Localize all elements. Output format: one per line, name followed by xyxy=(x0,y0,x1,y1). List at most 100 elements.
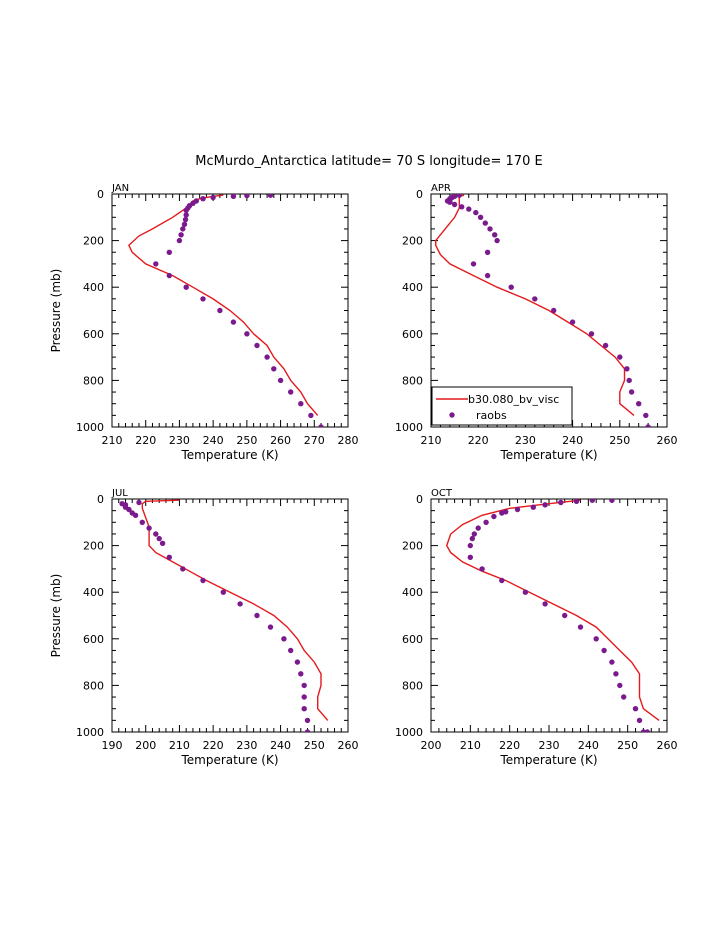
jul-raob-point xyxy=(288,647,294,654)
oct-raob-point xyxy=(471,531,477,537)
oct-raob-point xyxy=(593,636,599,642)
oct-raob-point xyxy=(469,535,475,542)
jul-panel-label: JUL xyxy=(111,488,128,499)
apr-raob-point xyxy=(482,220,488,226)
oct-raob-point xyxy=(577,624,584,630)
apr-x-tick-label: 260 xyxy=(657,434,678,447)
jan-raob-point xyxy=(181,221,188,227)
apr-raob-point xyxy=(466,206,472,212)
jul-y-tick-label: 200 xyxy=(83,540,104,553)
jan-model-line xyxy=(128,194,319,416)
oct-y-tick-label: 800 xyxy=(402,679,423,692)
oct-raob-point xyxy=(562,612,568,619)
jul-x-tick-label: 250 xyxy=(304,739,325,752)
legend-box xyxy=(431,386,573,426)
jul-x-axis-label: Temperature (K) xyxy=(180,753,278,767)
apr-raob-point xyxy=(532,296,538,302)
apr-raob-point xyxy=(508,284,514,290)
apr-raob-point xyxy=(645,424,651,427)
jan-x-tick-label: 270 xyxy=(304,434,325,447)
oct-x-tick-label: 210 xyxy=(460,739,481,752)
oct-raob-point xyxy=(542,502,548,508)
jan-raob-point xyxy=(166,249,172,255)
oct-raob-point xyxy=(542,601,548,607)
apr-raob-point xyxy=(626,377,632,384)
jul-panel: JUL 190 200 210 220 230 240 250 260 0 200 400 600 800… xyxy=(49,488,359,767)
oct-raob-point xyxy=(613,671,619,677)
jul-raob-point xyxy=(267,624,274,630)
legend-raob-marker xyxy=(449,412,455,418)
apr-y-tick-label: 800 xyxy=(402,374,423,387)
jan-x-tick-label: 230 xyxy=(169,434,190,447)
jul-y-tick-label: 400 xyxy=(83,586,104,599)
panels: JAN 210 220 230 240 250 260 270 280 0 200 400 600 800… xyxy=(49,183,678,767)
apr-raob-point xyxy=(624,366,630,372)
oct-raob-point xyxy=(573,499,580,504)
jul-raob-point xyxy=(254,612,260,619)
jan-raob-point xyxy=(230,194,237,199)
apr-raob-point xyxy=(477,214,484,220)
jan-x-tick-label: 260 xyxy=(270,434,291,447)
jan-raob-point xyxy=(182,216,189,223)
jul-raob-point xyxy=(180,566,186,572)
oct-y-tick-label: 200 xyxy=(402,540,423,553)
jan-raob-point xyxy=(210,194,216,201)
jan-raob-point xyxy=(288,389,294,395)
jan-y-tick-label: 1000 xyxy=(76,421,104,434)
jul-raob-point xyxy=(294,659,301,665)
apr-x-tick-label: 220 xyxy=(468,434,489,447)
apr-raob-point xyxy=(459,204,465,210)
apr-plot-area xyxy=(435,194,651,427)
apr-raob-point xyxy=(628,389,635,395)
apr-y-tick-label: 400 xyxy=(402,281,423,294)
apr-y-tick-label: 200 xyxy=(402,235,423,248)
jul-y-tick-label: 800 xyxy=(83,679,104,692)
oct-raob-point xyxy=(491,513,497,520)
apr-raob-point xyxy=(456,194,462,198)
apr-model-line xyxy=(435,194,635,416)
apr-raob-point xyxy=(569,319,576,325)
apr-y-tick-label: 600 xyxy=(402,328,423,341)
jul-raob-point xyxy=(156,535,162,542)
jan-raob-point xyxy=(267,194,274,198)
apr-x-tick-label: 240 xyxy=(562,434,583,447)
jan-raob-point xyxy=(178,232,184,238)
jul-raob-point xyxy=(304,717,311,724)
jan-y-tick-label: 600 xyxy=(83,328,104,341)
jul-raob-point xyxy=(159,540,166,546)
jan-raob-point xyxy=(264,354,270,360)
oct-panel: OCT 200 210 220 230 240 250 260 0 200 400 600 800 100… xyxy=(395,488,678,767)
jul-raob-point xyxy=(301,682,307,689)
jul-raob-point xyxy=(301,706,307,712)
jul-x-tick-label: 240 xyxy=(270,739,291,752)
jul-x-tick-label: 210 xyxy=(169,739,190,752)
jan-raob-point xyxy=(153,261,159,267)
oct-x-tick-label: 220 xyxy=(499,739,520,752)
legend-raob-label: raobs xyxy=(476,409,507,422)
apr-raob-point xyxy=(470,261,477,267)
jan-y-axis-label: Pressure (mb) xyxy=(49,269,63,353)
apr-raob-point xyxy=(551,307,557,314)
oct-raob-point xyxy=(609,499,615,503)
jul-raob-point xyxy=(200,577,206,584)
oct-raob-point xyxy=(632,706,639,712)
jul-raob-point xyxy=(126,506,132,513)
apr-x-tick-label: 230 xyxy=(515,434,536,447)
apr-raob-point xyxy=(484,272,491,279)
oct-x-tick-label: 230 xyxy=(539,739,560,752)
jan-raob-point xyxy=(176,237,183,244)
oct-raob-point xyxy=(609,659,615,665)
jul-x-tick-label: 260 xyxy=(338,739,359,752)
oct-raob-point xyxy=(601,647,607,654)
jul-x-tick-label: 230 xyxy=(236,739,257,752)
jan-raob-point xyxy=(180,226,186,232)
jan-panel: JAN 210 220 230 240 250 260 270 280 0 200 400 600 800… xyxy=(49,183,359,462)
jan-x-tick-label: 280 xyxy=(338,434,359,447)
oct-y-tick-label: 400 xyxy=(402,586,423,599)
apr-raob-point xyxy=(487,226,493,232)
jan-raob-point xyxy=(254,342,260,349)
jul-model-line xyxy=(141,499,329,721)
oct-x-axis-label: Temperature (K) xyxy=(499,753,597,767)
